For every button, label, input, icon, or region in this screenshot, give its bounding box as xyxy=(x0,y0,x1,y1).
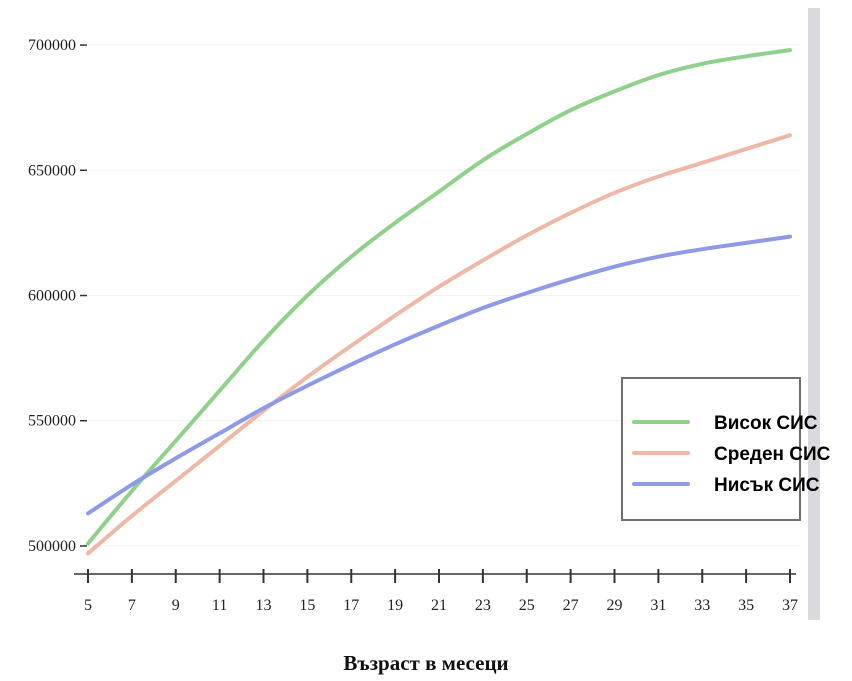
axes: 500000 550000 600000 650000 700000 5 7 9 11 13 15 1… xyxy=(28,37,798,614)
y-tick-label: 650000 xyxy=(28,162,76,179)
legend-label: Нисък СИС xyxy=(714,475,820,496)
x-tick-label: 5 xyxy=(84,597,92,614)
x-tick-label: 11 xyxy=(212,597,227,614)
x-tick-label: 15 xyxy=(299,597,315,614)
y-tick-label: 700000 xyxy=(28,37,76,54)
legend-box xyxy=(621,377,801,521)
x-tick-label: 33 xyxy=(694,597,710,614)
series-lines xyxy=(86,48,792,556)
x-tick-label: 29 xyxy=(607,597,623,614)
x-axis-title: Възраст в месеци xyxy=(343,651,508,675)
grid-lines xyxy=(88,8,820,620)
series-line-3 xyxy=(86,234,792,516)
legend-label: Висок СИС xyxy=(714,413,818,434)
legend-label: Среден СИС xyxy=(714,444,831,465)
x-tick-label: 9 xyxy=(172,597,180,614)
right-edge-band xyxy=(808,8,820,620)
y-tick-label: 550000 xyxy=(28,413,76,430)
x-tick-label: 21 xyxy=(431,597,447,614)
x-tick-label: 23 xyxy=(475,597,491,614)
x-tick-label: 35 xyxy=(738,597,754,614)
x-tick-label: 37 xyxy=(782,597,798,614)
y-tick-label: 500000 xyxy=(28,538,76,555)
series-line-1 xyxy=(86,48,792,546)
x-tick-label: 19 xyxy=(387,597,403,614)
x-tick-label: 13 xyxy=(256,597,272,614)
x-tick-label: 31 xyxy=(650,597,666,614)
x-tick-label: 27 xyxy=(563,597,579,614)
series-line-2 xyxy=(86,133,792,556)
legend: Висок СИС Среден СИС Нисък СИС xyxy=(621,377,831,521)
x-tick-label: 7 xyxy=(128,597,136,614)
y-tick-label: 600000 xyxy=(28,288,76,305)
x-tick-label: 25 xyxy=(519,597,535,614)
x-tick-label: 17 xyxy=(343,597,359,614)
